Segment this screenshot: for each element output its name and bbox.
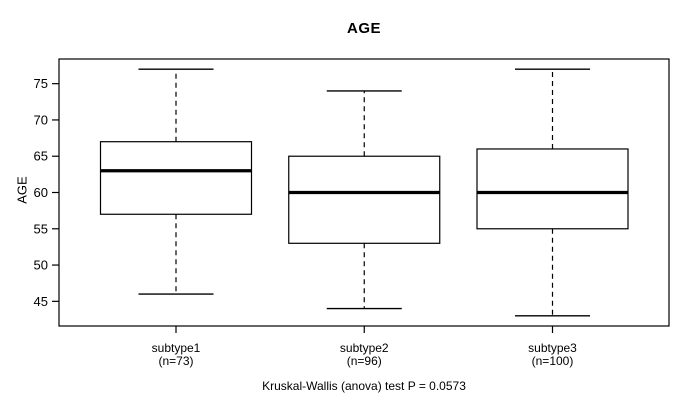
y-tick-label: 60 — [34, 185, 48, 200]
group-label: subtype1 — [152, 341, 201, 355]
iqr-box — [476, 148, 629, 230]
iqr-box — [288, 155, 441, 244]
chart-title: AGE — [346, 20, 381, 37]
group-count-label: (n=73) — [158, 354, 193, 368]
group-count-label: (n=96) — [347, 354, 382, 368]
stats-caption: Kruskal-Wallis (anova) test P = 0.0573 — [262, 379, 466, 393]
y-tick-label: 50 — [34, 258, 48, 273]
group-label: subtype3 — [528, 341, 577, 355]
y-tick-label: 45 — [34, 294, 48, 309]
y-tick-label: 75 — [34, 76, 48, 91]
y-tick-label: 55 — [34, 221, 48, 236]
group-label: subtype2 — [340, 341, 389, 355]
iqr-box — [99, 141, 253, 215]
y-tick-label: 70 — [34, 112, 48, 127]
y-tick-label: 65 — [34, 149, 48, 164]
group-count-label: (n=100) — [532, 354, 574, 368]
